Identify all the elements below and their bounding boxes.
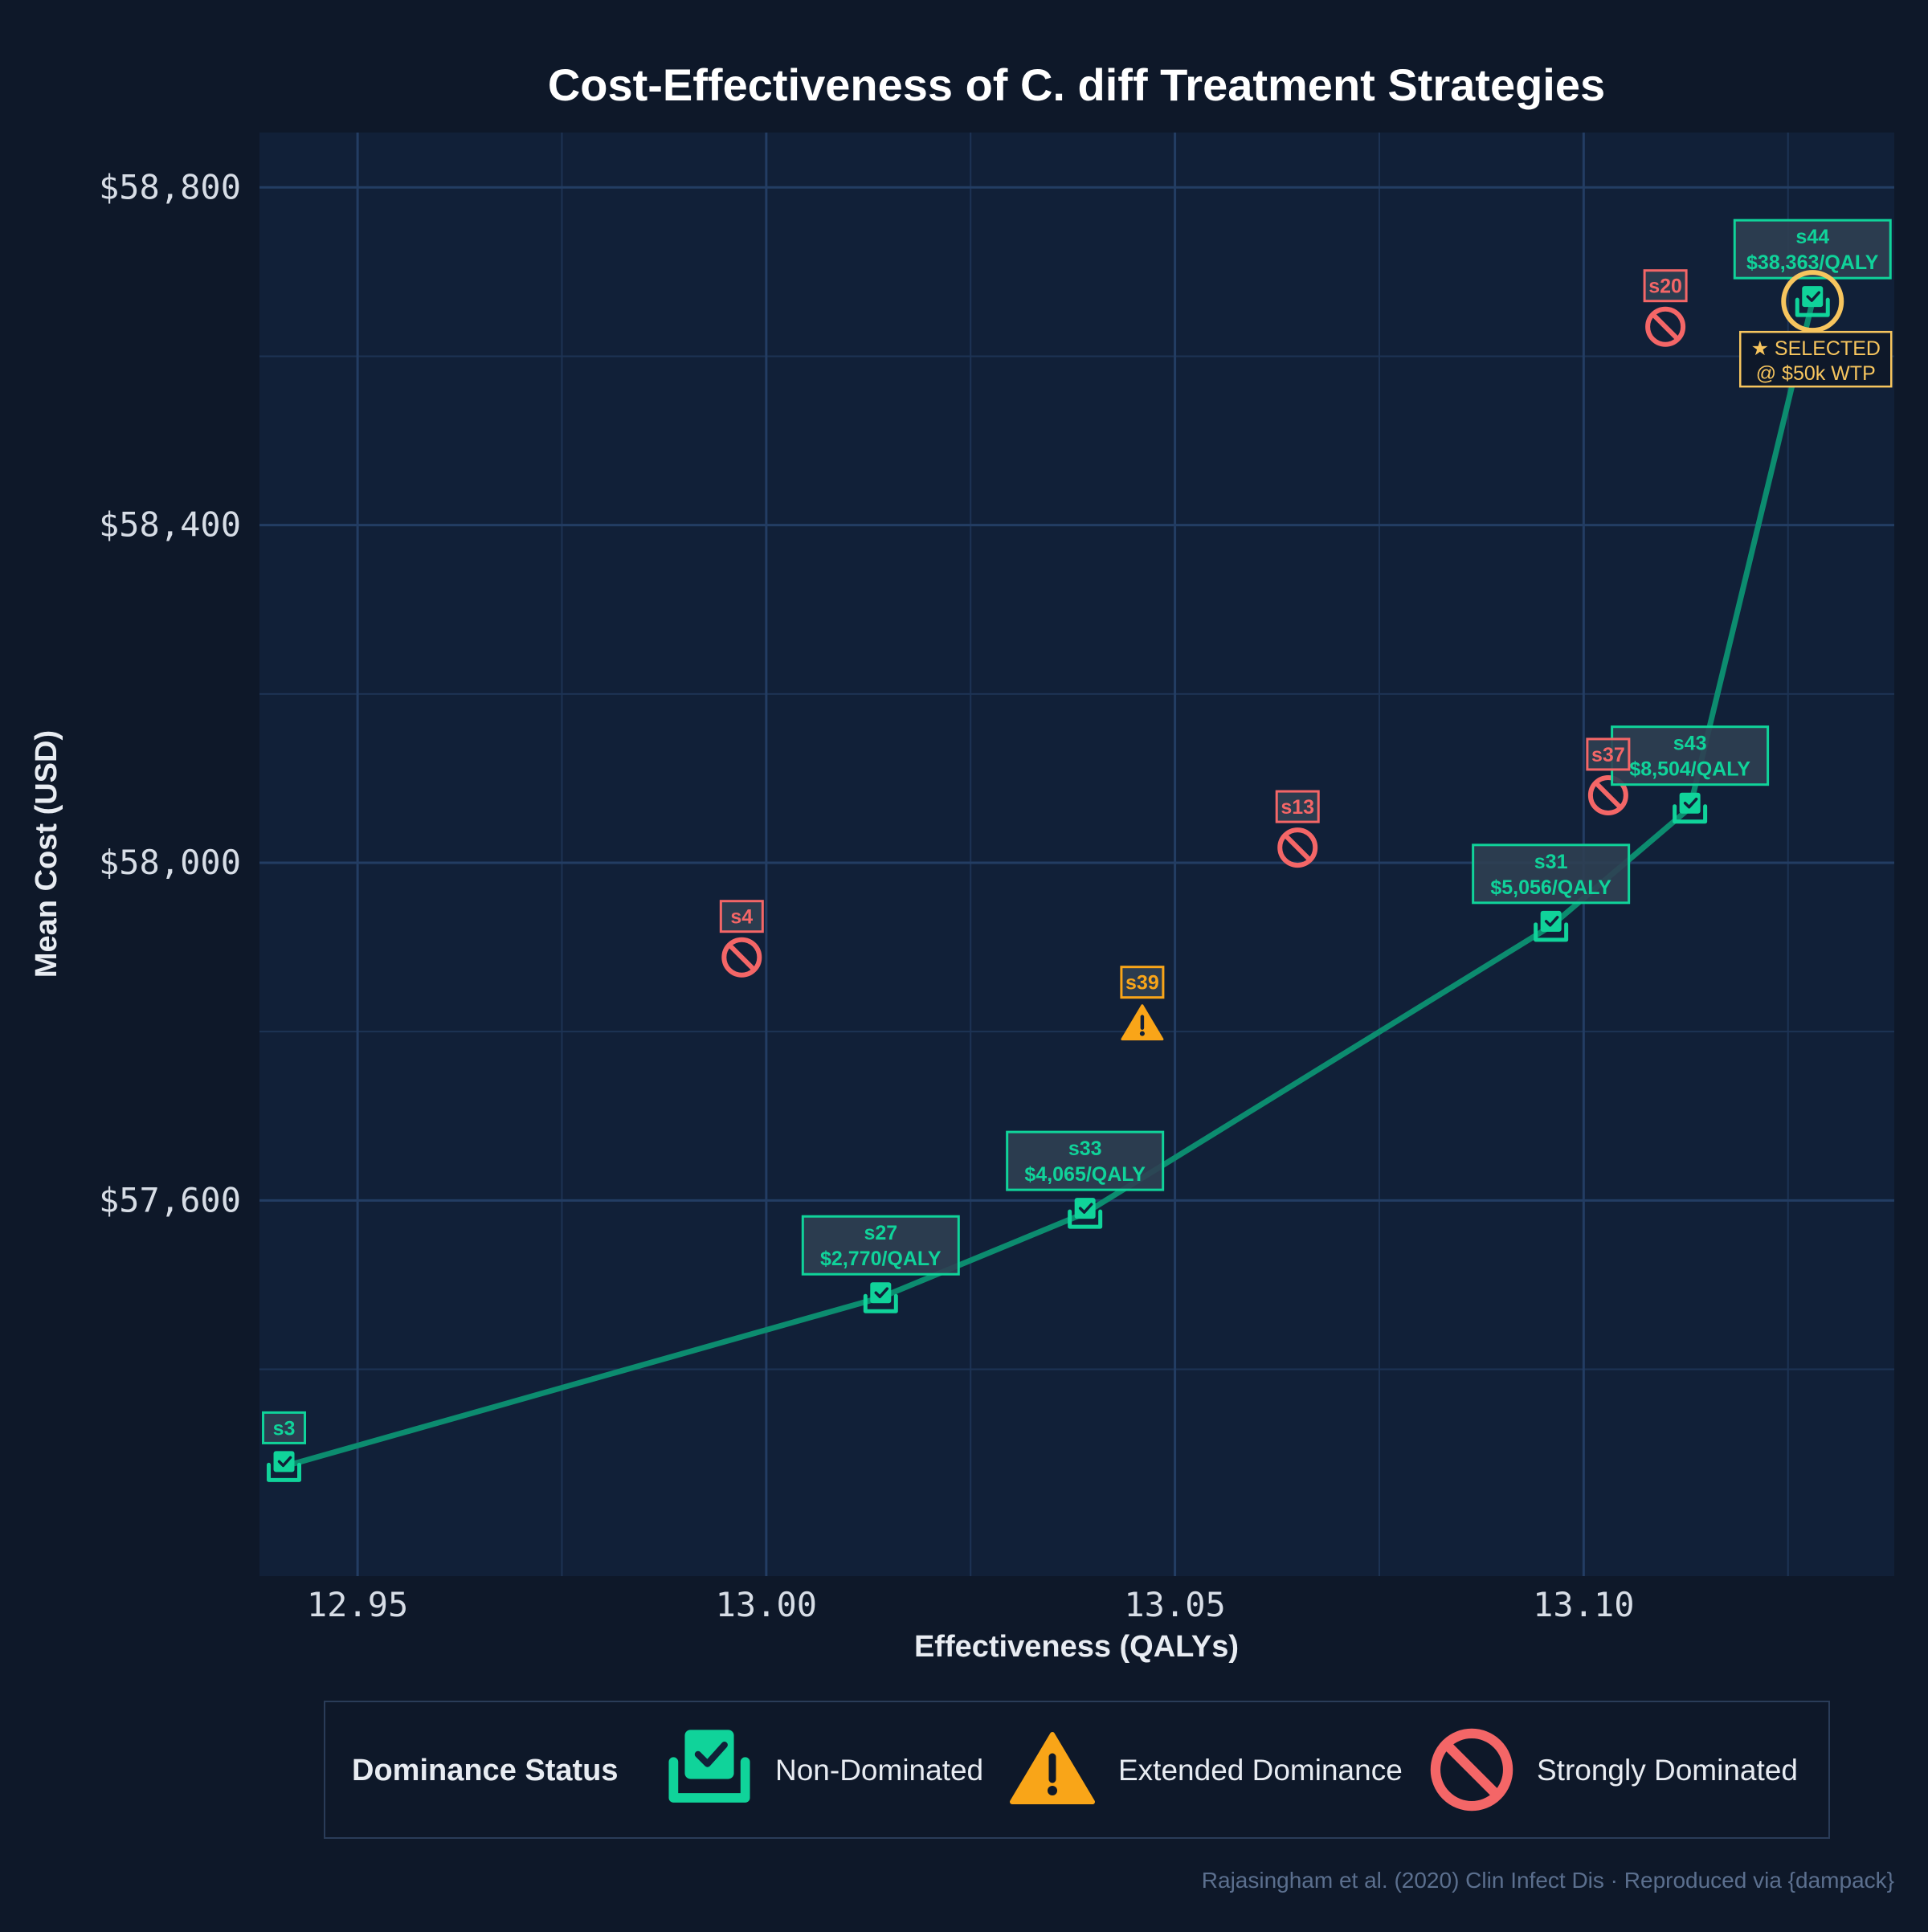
point-label-s44: s44$38,363/QALY xyxy=(1733,219,1892,280)
point-label-icer: $4,065/QALY xyxy=(1024,1163,1146,1186)
y-tick-label: $57,600 xyxy=(99,1180,241,1219)
point-s31[interactable] xyxy=(1534,910,1569,942)
point-s4[interactable] xyxy=(721,937,762,978)
y-tick-label: $58,000 xyxy=(99,843,241,882)
selected-strategy-marker: ★ SELECTED@ $50k WTP xyxy=(1739,270,1893,388)
selected-callout-line1: ★ SELECTED xyxy=(1751,337,1881,360)
selected-callout-line2: @ $50k WTP xyxy=(1756,362,1876,385)
selected-callout-box xyxy=(1739,330,1893,388)
point-label-id: s33 xyxy=(1068,1138,1102,1160)
point-label-id: s4 xyxy=(730,906,753,929)
point-label-icer: $5,056/QALY xyxy=(1490,876,1611,899)
point-label-id: s31 xyxy=(1534,851,1568,873)
legend-box xyxy=(324,1701,1830,1839)
x-tick-label: 13.10 xyxy=(1533,1585,1634,1624)
point-label-id: s20 xyxy=(1648,276,1682,298)
point-label-id: s44 xyxy=(1795,226,1829,248)
point-label-s33: s33 $4,065/QALY xyxy=(1006,1130,1165,1191)
point-label-s27: s27 $2,770/QALY xyxy=(801,1215,960,1276)
point-label-id: s37 xyxy=(1591,744,1625,766)
x-tick-label: 13.00 xyxy=(716,1585,817,1624)
point-label-id: s39 xyxy=(1125,972,1159,995)
point-label-s43: s43 $8,504/QALY xyxy=(1611,725,1770,786)
point-s39[interactable] xyxy=(1121,1004,1164,1041)
point-label-id: s3 xyxy=(273,1417,296,1440)
point-label-s39: s39 xyxy=(1120,966,1165,999)
x-tick-label: 13.05 xyxy=(1124,1585,1225,1624)
x-tick-label: 12.95 xyxy=(307,1585,408,1624)
point-label-s13: s13 xyxy=(1275,790,1320,823)
point-s43[interactable] xyxy=(1673,792,1708,824)
point-label-id: s13 xyxy=(1281,796,1314,819)
plot-area xyxy=(259,133,1894,1576)
point-label-s37: s37 xyxy=(1586,737,1631,771)
selected-ring xyxy=(1781,270,1844,333)
check-tray-icon xyxy=(668,1730,750,1803)
efficiency-frontier-line xyxy=(281,298,1816,1469)
legend-label-strongly-dominated: Strongly Dominated xyxy=(1537,1754,1798,1787)
point-s27[interactable] xyxy=(863,1282,898,1313)
point-label-id: s43 xyxy=(1673,733,1707,755)
legend-title: Dominance Status xyxy=(352,1754,619,1787)
y-tick-label: $58,800 xyxy=(99,167,241,206)
legend-label-extended-dominance: Extended Dominance xyxy=(1118,1754,1403,1787)
x-axis-label: Effectiveness (QALYs) xyxy=(914,1630,1239,1664)
point-s13[interactable] xyxy=(1277,827,1318,868)
point-label-s31: s31 $5,056/QALY xyxy=(1472,843,1631,905)
chart-title: Cost-Effectiveness of C. diff Treatment … xyxy=(548,59,1605,110)
y-tick-label: $58,400 xyxy=(99,505,241,545)
point-s20[interactable] xyxy=(1645,306,1686,347)
y-axis-label: Mean Cost (USD) xyxy=(30,730,63,978)
point-s37[interactable] xyxy=(1587,774,1628,815)
point-s33[interactable] xyxy=(1068,1198,1103,1229)
prohibited-icon xyxy=(1430,1728,1513,1812)
point-s44[interactable] xyxy=(1795,286,1830,317)
point-label-s20: s20 xyxy=(1643,269,1688,303)
legend-label-non-dominated: Non-Dominated xyxy=(775,1754,983,1787)
warning-triangle-icon xyxy=(1010,1732,1095,1804)
point-s3[interactable] xyxy=(267,1451,302,1482)
point-label-s4: s4 xyxy=(719,900,764,933)
point-label-s3: s3 xyxy=(262,1411,307,1444)
point-label-icer: $8,504/QALY xyxy=(1629,758,1750,781)
point-label-id: s27 xyxy=(864,1222,897,1244)
point-label-icer: $2,770/QALY xyxy=(820,1248,942,1270)
source-note: Rajasingham et al. (2020) Clin Infect Di… xyxy=(1202,1868,1894,1893)
legend: Dominance Status Non-Dominated Extended … xyxy=(324,1701,1830,1839)
